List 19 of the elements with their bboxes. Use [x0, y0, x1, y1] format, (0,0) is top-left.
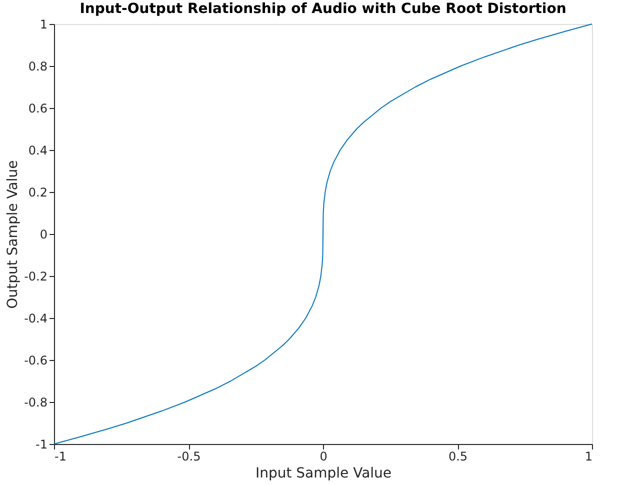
x-tick-label: 0.5	[448, 450, 468, 464]
y-tick-label: 0.6	[28, 102, 48, 116]
y-axis-title: Output Sample Value	[5, 160, 22, 309]
y-tick-label: 0	[40, 228, 48, 242]
y-tick-label: -0.4	[24, 312, 48, 326]
x-tick-label: -1	[54, 450, 66, 464]
x-tick-label: -0.5	[177, 450, 201, 464]
y-tick-label: -0.2	[24, 270, 48, 284]
y-tick-label: -0.8	[24, 396, 48, 410]
y-tick-label: 0.8	[28, 60, 48, 74]
x-tick-label: 0	[320, 450, 328, 464]
y-tick-label: 1	[40, 18, 48, 32]
y-tick-label: -1	[36, 438, 48, 452]
x-tick-label: 1	[584, 450, 592, 464]
chart-title: Input-Output Relationship of Audio with Cube Root Distortion	[80, 1, 566, 17]
y-tick-label: 0.4	[28, 144, 48, 158]
y-tick-label: 0.2	[28, 186, 48, 200]
y-tick-label: -0.6	[24, 354, 48, 368]
x-axis-title: Input Sample Value	[255, 466, 392, 482]
